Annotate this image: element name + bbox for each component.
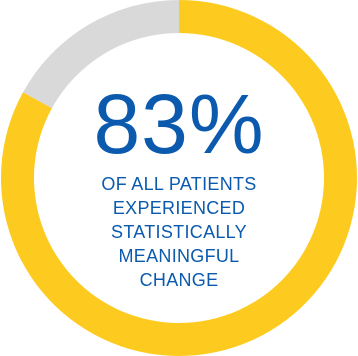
caption-line: MEANINGFUL <box>118 246 240 266</box>
caption: OF ALL PATIENTS EXPERIENCED STATISTICALL… <box>59 172 299 292</box>
center-label: 83% OF ALL PATIENTS EXPERIENCED STATISTI… <box>59 80 299 292</box>
percentage-value: 83% <box>93 77 265 171</box>
caption-line: EXPERIENCED <box>112 198 246 218</box>
caption-line: CHANGE <box>139 270 219 290</box>
caption-line: OF ALL PATIENTS <box>101 174 257 194</box>
caption-line: STATISTICALLY <box>111 222 247 242</box>
donut-slice-remainder <box>23 0 179 109</box>
